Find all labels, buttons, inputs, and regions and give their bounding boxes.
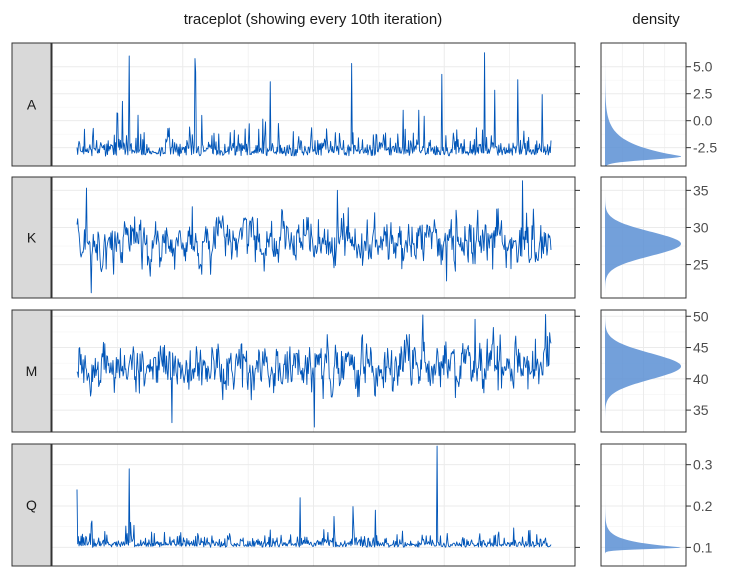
panel-K: K 25 30 35 (11, 176, 709, 299)
trace-line-K (76, 180, 552, 294)
y-tick-label-K: 25 (693, 257, 709, 273)
y-tick-label-A: 5.0 (693, 59, 713, 75)
y-tick-label-Q: 0.1 (693, 539, 713, 555)
y-tick-label-K: 30 (693, 219, 709, 235)
trace-panel-border-M (51, 309, 576, 433)
panel-M: M 35 40 45 50 (11, 308, 709, 433)
density-panel-border-K (600, 176, 687, 299)
density-area-A (605, 43, 681, 166)
trace-panel-border-A (51, 42, 576, 167)
strip-M (11, 309, 52, 433)
density-title: density (632, 11, 680, 28)
density-area-M (605, 310, 681, 432)
panel-Q: Q 0.1 0.2 0.3 (11, 443, 713, 567)
density-panel-border-A (600, 42, 687, 167)
y-tick-label-A: 0.0 (693, 113, 713, 129)
y-tick-label-K: 35 (693, 182, 709, 198)
strip-Q (11, 443, 52, 567)
y-tick-label-A: -2.5 (693, 140, 717, 156)
density-panel-border-M (600, 309, 687, 433)
strip-label-A: A (27, 97, 37, 113)
trace-line-A (76, 52, 552, 157)
strip-label-M: M (26, 363, 38, 379)
strip-label-Q: Q (26, 497, 37, 513)
y-tick-label-M: 35 (693, 402, 709, 418)
y-tick-label-A: 2.5 (693, 86, 713, 102)
panels: A -2.5 0.0 2.5 5.0 K 25 30 35 M 35 40 45 50 Q 0.1 0.2 0.3 (11, 42, 717, 567)
density-panel-border-Q (600, 443, 687, 567)
y-tick-label-M: 45 (693, 340, 709, 356)
y-tick-label-M: 40 (693, 371, 709, 387)
trace-line-Q (76, 445, 552, 548)
y-tick-label-Q: 0.3 (693, 457, 713, 473)
trace-line-M (76, 314, 552, 428)
panel-A: A -2.5 0.0 2.5 5.0 (11, 42, 717, 167)
strip-A (11, 42, 52, 167)
trace-panel-border-K (51, 176, 576, 299)
traceplot-title: traceplot (showing every 10th iteration) (184, 11, 442, 28)
y-tick-label-M: 50 (693, 308, 709, 324)
strip-label-K: K (27, 230, 37, 246)
strip-K (11, 176, 52, 299)
y-tick-label-Q: 0.2 (693, 498, 713, 514)
trace-panel-border-Q (51, 443, 576, 567)
density-area-K (605, 177, 681, 298)
